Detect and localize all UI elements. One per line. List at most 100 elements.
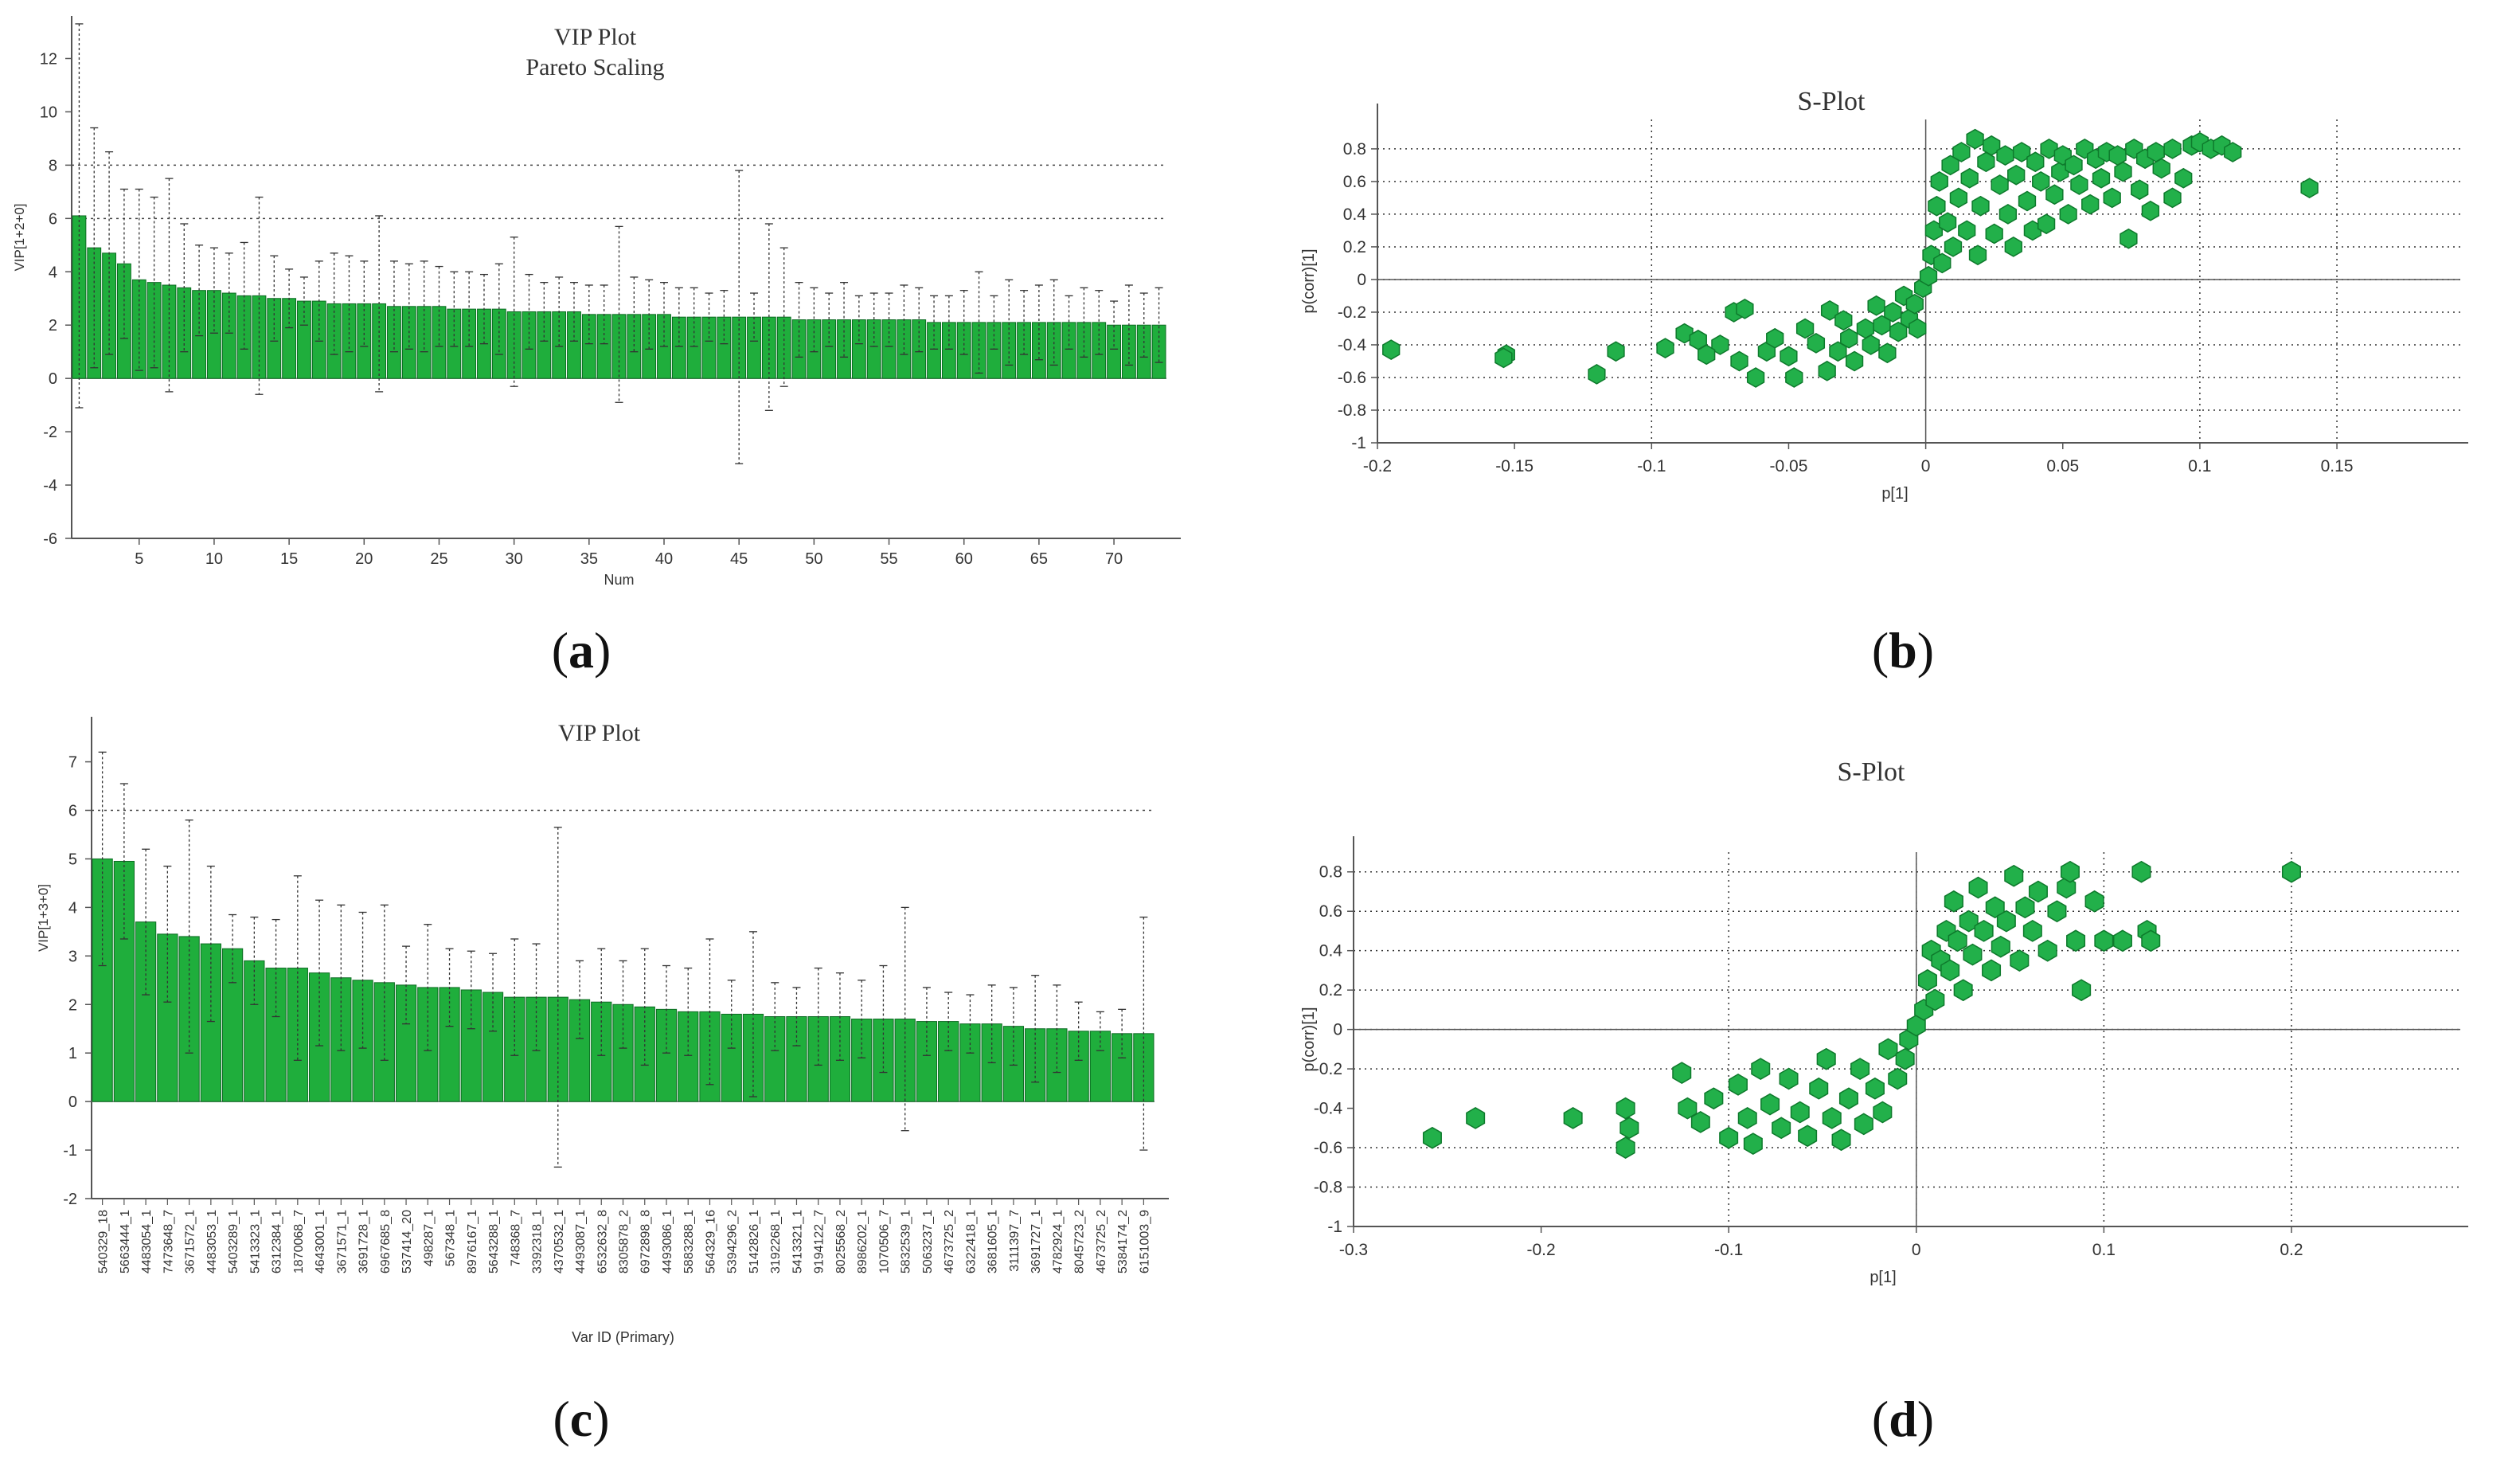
x-tick-label: 5394296_2 (726, 1210, 740, 1273)
data-point (1818, 360, 1836, 381)
bar (764, 1015, 786, 1102)
data-point (1760, 1093, 1780, 1116)
x-tick-label: -0.1 (1637, 457, 1666, 475)
caption-d: (d) (1871, 1391, 1935, 1447)
x-tick-label: 5413323_1 (248, 1210, 262, 1273)
bar (236, 295, 252, 379)
data-point (1966, 128, 1984, 150)
x-tick-label: 6972898_8 (639, 1210, 653, 1273)
y-tick-label: 0.2 (1343, 238, 1366, 256)
bar (178, 936, 200, 1102)
x-tick-label: 4483053_1 (205, 1210, 219, 1273)
data-point (1690, 1111, 1710, 1133)
data-point (1998, 204, 2018, 225)
chart-subtitle: Pareto Scaling (525, 54, 664, 80)
x-tick-label: 4493086_1 (661, 1210, 674, 1273)
y-tick-label: -2 (43, 424, 57, 441)
x-tick-label: 3671572_1 (184, 1210, 197, 1273)
x-tick-label: 498287_1 (422, 1210, 436, 1266)
bar (482, 992, 504, 1102)
x-tick-label: 70 (1105, 550, 1123, 568)
x-tick-label: 3691728_1 (357, 1210, 371, 1273)
bar (506, 311, 522, 379)
y-tick-label: 10 (40, 104, 57, 121)
x-tick-label: 40 (655, 550, 673, 568)
data-point (1737, 1107, 1757, 1129)
bar (881, 319, 897, 379)
data-point (2004, 237, 2022, 257)
x-tick-label: 65 (1030, 550, 1048, 568)
data-point (1382, 339, 1401, 360)
bar (701, 316, 717, 379)
bar (1061, 322, 1076, 379)
y-tick-label: -0.4 (1338, 336, 1367, 354)
data-point (1878, 1038, 1898, 1061)
data-point (1675, 323, 1694, 344)
data-point (1711, 334, 1729, 355)
data-point (1795, 318, 1815, 339)
bar (221, 948, 244, 1102)
bar (282, 298, 297, 379)
y-tick-label: -4 (43, 477, 57, 495)
data-point (1985, 223, 2003, 244)
bar (92, 858, 113, 1102)
data-point (1807, 333, 1826, 354)
data-point (1959, 910, 1979, 933)
data-point (2018, 190, 2037, 212)
y-tick-label: 4 (49, 264, 57, 281)
x-tick-label: 0 (1912, 1241, 1921, 1259)
data-point (2131, 179, 2149, 201)
bar (717, 316, 732, 379)
x-tick-label: 540329_18 (97, 1210, 111, 1273)
data-point (2141, 929, 2161, 953)
data-point (1809, 1077, 1829, 1100)
data-point (1906, 1014, 1926, 1037)
y-tick-label: -0.6 (1314, 1139, 1342, 1157)
data-point (1873, 1101, 1893, 1124)
x-tick-label: 10 (205, 550, 223, 568)
data-point (2007, 164, 2026, 186)
data-point (2022, 920, 2042, 942)
x-tick-label: 3192268_1 (769, 1210, 783, 1273)
data-point (2141, 200, 2160, 221)
data-point (1816, 1047, 1836, 1070)
x-tick-label: 537414_20 (400, 1210, 414, 1273)
data-point (1822, 1107, 1842, 1129)
data-point (1930, 171, 1948, 192)
data-point (1834, 310, 1853, 331)
bar (1017, 322, 1031, 379)
caption-c: (c) (553, 1391, 610, 1447)
x-tick-label: 4673725_2 (1095, 1210, 1108, 1273)
data-point (2060, 860, 2080, 883)
bar (1046, 322, 1061, 379)
data-point (1746, 367, 1765, 388)
bar (113, 860, 135, 1102)
data-point (1772, 1117, 1791, 1140)
y-tick-label: 0.8 (1343, 140, 1366, 158)
y-tick-label: 0.4 (1343, 205, 1367, 224)
y-tick-label: 7 (68, 754, 77, 772)
x-tick-label: 30 (506, 550, 523, 568)
chart-title: VIP Plot (554, 24, 637, 50)
data-point (1704, 1087, 1724, 1110)
data-point (2040, 139, 2058, 159)
y-tick-label: -0.4 (1314, 1100, 1343, 1118)
data-point (1820, 300, 1839, 321)
x-tick-label: 8305878_2 (618, 1210, 631, 1273)
x-tick-label: 6151003_9 (1138, 1210, 1151, 1273)
x-tick-label: 6532632_8 (596, 1210, 609, 1273)
data-point (2066, 929, 2086, 953)
y-tick-label: -1 (63, 1142, 77, 1160)
data-point (1422, 1126, 1442, 1149)
data-point (1977, 151, 1995, 173)
x-tick-label: 5 (135, 550, 143, 568)
bar (265, 968, 287, 1102)
data-point (1619, 1117, 1639, 1140)
x-tick-label: 5063237_1 (921, 1210, 935, 1273)
y-tick-label: 0 (1357, 271, 1366, 289)
bar (1046, 1028, 1068, 1102)
bar (591, 1001, 612, 1102)
data-point (1960, 167, 1979, 189)
bar (627, 314, 642, 379)
bar (987, 322, 1002, 379)
